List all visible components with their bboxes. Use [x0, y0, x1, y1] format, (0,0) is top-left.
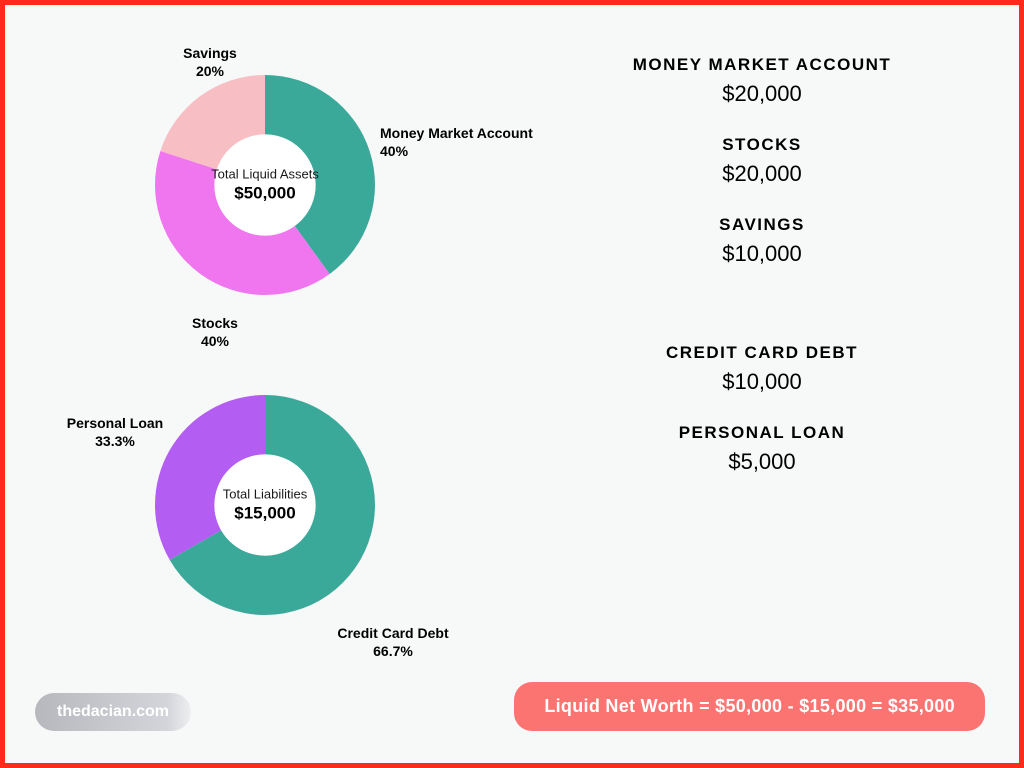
assets-center: Total Liquid Assets $50,000 — [205, 167, 325, 204]
liability-item-title: CREDIT CARD DEBT — [666, 343, 858, 363]
asset-item-value: $20,000 — [722, 161, 802, 187]
liability-item-title: PERSONAL LOAN — [679, 423, 846, 443]
liability-item-value: $10,000 — [666, 369, 858, 395]
charts-column: Total Liquid Assets $50,000 Savings 20% … — [45, 45, 505, 733]
liabilities-label-ccd: Credit Card Debt 66.7% — [303, 625, 483, 660]
liabilities-label-pl: Personal Loan 33.3% — [45, 415, 185, 450]
asset-item-title: MONEY MARKET ACCOUNT — [633, 55, 892, 75]
liability-item: CREDIT CARD DEBT $10,000 — [666, 343, 858, 395]
content-row: Total Liquid Assets $50,000 Savings 20% … — [45, 45, 979, 733]
assets-label-stocks: Stocks 40% — [155, 315, 275, 350]
asset-item-title: STOCKS — [722, 135, 802, 155]
assets-label-savings: Savings 20% — [150, 45, 270, 80]
asset-item: SAVINGS $10,000 — [719, 215, 805, 267]
asset-item-value: $20,000 — [633, 81, 892, 107]
assets-center-label: Total Liquid Assets — [205, 167, 325, 182]
liability-item-value: $5,000 — [679, 449, 846, 475]
values-column: MONEY MARKET ACCOUNT $20,000 STOCKS $20,… — [545, 45, 979, 733]
assets-center-value: $50,000 — [205, 184, 325, 204]
liabilities-donut: Total Liabilities $15,000 — [155, 395, 375, 615]
asset-item: STOCKS $20,000 — [722, 135, 802, 187]
assets-label-mma: Money Market Account 40% — [380, 125, 580, 160]
liabilities-center: Total Liabilities $15,000 — [205, 487, 325, 524]
chart-frame: Total Liquid Assets $50,000 Savings 20% … — [0, 0, 1024, 768]
liability-item: PERSONAL LOAN $5,000 — [679, 423, 846, 475]
net-worth-pill: Liquid Net Worth = $50,000 - $15,000 = $… — [514, 682, 985, 731]
liabilities-chart-block: Total Liabilities $15,000 Personal Loan … — [45, 365, 505, 685]
liabilities-center-label: Total Liabilities — [205, 487, 325, 502]
source-pill: thedacian.com — [35, 693, 191, 731]
asset-item-title: SAVINGS — [719, 215, 805, 235]
asset-item-value: $10,000 — [719, 241, 805, 267]
asset-item: MONEY MARKET ACCOUNT $20,000 — [633, 55, 892, 107]
liabilities-center-value: $15,000 — [205, 504, 325, 524]
assets-chart-block: Total Liquid Assets $50,000 Savings 20% … — [45, 45, 505, 365]
assets-donut: Total Liquid Assets $50,000 — [155, 75, 375, 295]
